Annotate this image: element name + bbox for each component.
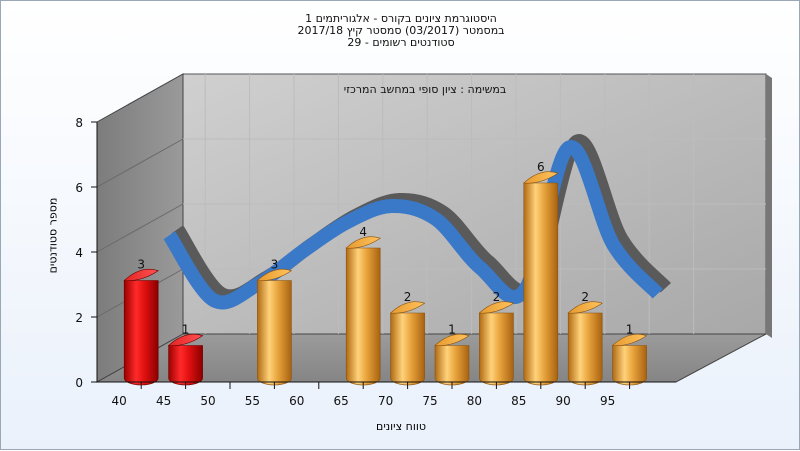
x-tick-label: 90 xyxy=(556,394,571,408)
x-tick-label: 70 xyxy=(378,394,393,408)
x-tick-label: 65 xyxy=(334,394,349,408)
bar-70: 2 xyxy=(389,290,426,386)
bar-top xyxy=(345,236,381,249)
bar-body xyxy=(523,182,559,386)
y-tick-label: 0 xyxy=(75,376,83,390)
bar-body xyxy=(567,312,603,386)
x-axis-title: טווח ציונים xyxy=(376,420,426,433)
x-tick-label: 45 xyxy=(156,394,171,408)
bar-top xyxy=(523,171,559,184)
chart-title-line-3: סטודנטים רשומים - 29 xyxy=(347,36,455,49)
bar-body xyxy=(479,312,514,386)
bar-value-label: 3 xyxy=(271,258,279,272)
bar-body xyxy=(434,345,470,386)
x-tick-label: 40 xyxy=(112,394,127,408)
bar-value-label: 2 xyxy=(493,290,501,304)
bar-value-label: 3 xyxy=(137,258,145,272)
bar-65: 4 xyxy=(345,225,381,386)
y-tick-label: 4 xyxy=(75,246,83,260)
bar-top xyxy=(123,268,159,281)
bar-75: 1 xyxy=(434,323,470,386)
bar-value-label: 1 xyxy=(626,323,634,337)
trend-ribbon xyxy=(163,140,663,310)
bar-body xyxy=(612,345,647,386)
bar-45: 1 xyxy=(167,323,204,386)
x-tick-label: 55 xyxy=(245,394,260,408)
bar-40: 3 xyxy=(123,258,159,386)
gridline-left-wall xyxy=(96,203,184,253)
bar-top xyxy=(167,333,204,346)
bar-80: 2 xyxy=(478,290,515,386)
bar-value-label: 6 xyxy=(537,160,545,174)
x-tick-label: 80 xyxy=(467,394,482,408)
bar-95: 1 xyxy=(611,323,648,386)
bar-value-label: 1 xyxy=(448,323,456,337)
bar-body xyxy=(345,247,381,386)
bar-top xyxy=(478,301,515,314)
x-tick-label: 75 xyxy=(422,394,437,408)
bar-top xyxy=(389,301,426,314)
bar-top xyxy=(434,333,470,346)
bars-group: 3 1 3 4 2 1 2 6 2 1 xyxy=(123,160,648,386)
bar-body xyxy=(168,345,203,386)
chart-right-wall-edge xyxy=(766,74,772,338)
y-axis-title: מספר סטודנטים xyxy=(46,197,60,274)
bar-body xyxy=(123,280,159,386)
bar-90: 2 xyxy=(567,290,603,386)
chart-title-line-2: במסמטר (03/2017) סמסטר קיץ 2017/18 xyxy=(297,24,505,37)
bar-body xyxy=(390,312,425,386)
y-tick-label: 8 xyxy=(75,116,83,130)
axes-group: 0 2 4 6 8 40 45 50 55 60 65 70 75 80 85 90 95 xyxy=(75,116,676,408)
gridline-left-wall xyxy=(96,138,184,188)
bar-85: 6 xyxy=(523,160,559,386)
chart-subtitle: במשימה : ציון סופי במחשב המרכזי xyxy=(344,83,507,96)
bar-top xyxy=(567,301,603,314)
bar-body xyxy=(257,280,292,386)
bar-value-label: 2 xyxy=(581,290,589,304)
bar-value-label: 1 xyxy=(182,323,190,337)
bar-55: 3 xyxy=(256,258,293,386)
x-tick-label: 60 xyxy=(289,394,304,408)
y-tick-label: 2 xyxy=(75,311,83,325)
x-tick-label: 50 xyxy=(200,394,215,408)
chart-title-line-1: היסטוגרמת ציונים בקורס - אלגוריתמים 1 xyxy=(305,12,497,25)
x-tick-label: 85 xyxy=(511,394,526,408)
bar-top xyxy=(256,268,293,281)
bar-value-label: 4 xyxy=(359,225,367,239)
x-tick-label: 95 xyxy=(600,394,615,408)
bar-top xyxy=(611,333,648,346)
bar-value-label: 2 xyxy=(404,290,412,304)
y-tick-label: 6 xyxy=(75,181,83,195)
